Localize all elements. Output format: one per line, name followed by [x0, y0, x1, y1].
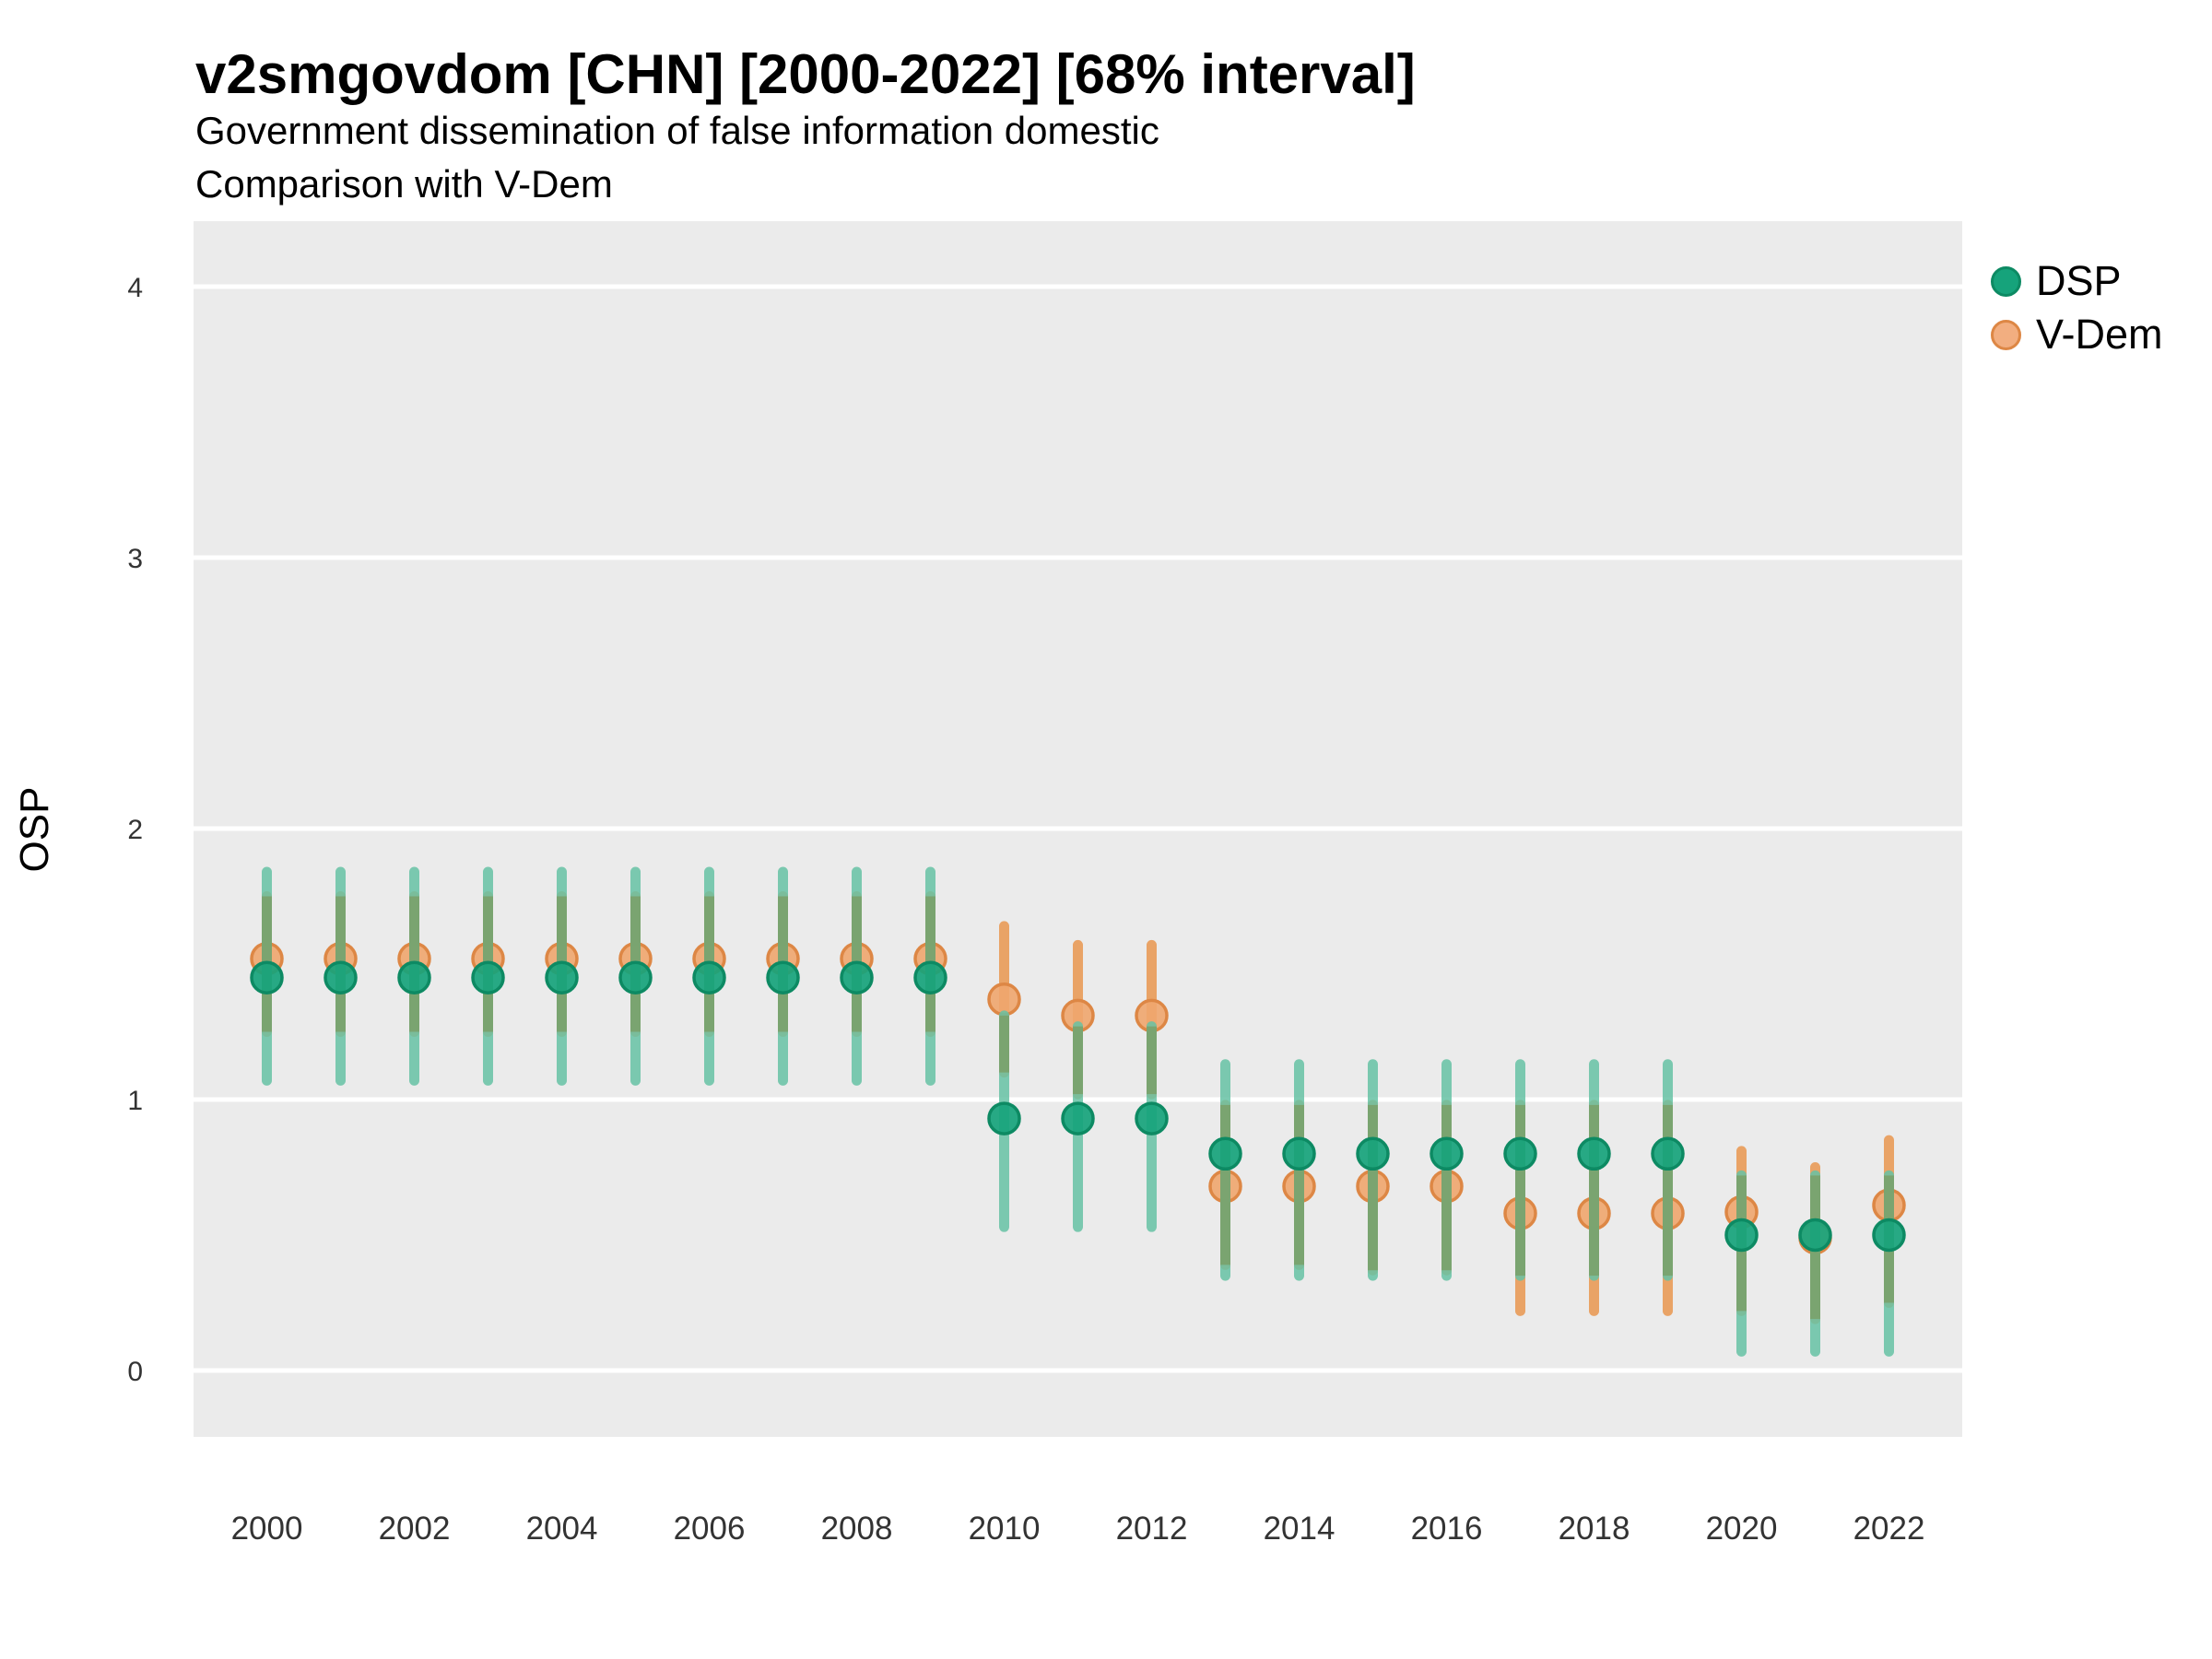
dsp-point-2003 [471, 960, 505, 994]
y-tick-label-3: 3 [127, 544, 143, 574]
x-tick-label-2008: 2008 [821, 1511, 893, 1547]
x-tick-label-2006: 2006 [674, 1511, 746, 1547]
vdem-point-2010 [987, 982, 1021, 1017]
y-tick-label-4: 4 [127, 273, 143, 303]
dsp-legend-dot-icon [1991, 265, 2021, 297]
dsp-point-2018 [1577, 1136, 1611, 1171]
dsp-point-2005 [618, 960, 653, 994]
chart-subtitle-comparison: Comparison with V-Dem [195, 162, 613, 206]
x-tick-label-2022: 2022 [1853, 1511, 1925, 1547]
dsp-point-2019 [1651, 1136, 1685, 1171]
dsp-point-2022 [1872, 1218, 1906, 1253]
x-tick-label-2018: 2018 [1559, 1511, 1630, 1547]
x-tick-label-2020: 2020 [1706, 1511, 1778, 1547]
dsp-point-2015 [1356, 1136, 1390, 1171]
dsp-point-2006 [692, 960, 726, 994]
x-tick-label-2012: 2012 [1116, 1511, 1188, 1547]
y-tick-label-2: 2 [127, 815, 143, 845]
dsp-point-2016 [1430, 1136, 1464, 1171]
dsp-point-2004 [545, 960, 579, 994]
x-tick-label-2004: 2004 [526, 1511, 598, 1547]
y-axis-title: OSP [12, 787, 57, 873]
dsp-point-2021 [1798, 1218, 1832, 1253]
legend: DSP V-Dem [1991, 254, 2163, 361]
dsp-point-2011 [1061, 1101, 1095, 1135]
dsp-point-2017 [1503, 1136, 1537, 1171]
legend-item-vdem: V-Dem [1991, 308, 2163, 361]
dsp-point-2020 [1724, 1218, 1759, 1253]
x-tick-label-2014: 2014 [1264, 1511, 1335, 1547]
dsp-point-2013 [1208, 1136, 1242, 1171]
x-tick-label-2002: 2002 [379, 1511, 451, 1547]
dsp-point-2009 [913, 960, 947, 994]
chart-title: v2smgovdom [CHN] [2000-2022] [68% interv… [195, 43, 1416, 105]
dsp-point-2002 [397, 960, 431, 994]
x-tick-label-2010: 2010 [969, 1511, 1041, 1547]
vdem-legend-dot-icon [1991, 319, 2021, 350]
dsp-point-2007 [766, 960, 800, 994]
x-tick-label-2016: 2016 [1411, 1511, 1483, 1547]
x-tick-label-2000: 2000 [231, 1511, 303, 1547]
dsp-point-2001 [324, 960, 358, 994]
dsp-point-2000 [250, 960, 284, 994]
chart-subtitle: Government dissemination of false inform… [195, 109, 1159, 152]
dsp-point-2014 [1282, 1136, 1316, 1171]
legend-label-dsp: DSP [2036, 257, 2122, 304]
dsp-point-2008 [840, 960, 874, 994]
y-tick-label-0: 0 [127, 1357, 143, 1387]
dsp-point-2010 [987, 1101, 1021, 1135]
dsp-point-2012 [1135, 1101, 1169, 1135]
legend-label-vdem: V-Dem [2036, 311, 2163, 358]
y-tick-label-1: 1 [127, 1086, 143, 1116]
legend-item-dsp: DSP [1991, 254, 2163, 308]
